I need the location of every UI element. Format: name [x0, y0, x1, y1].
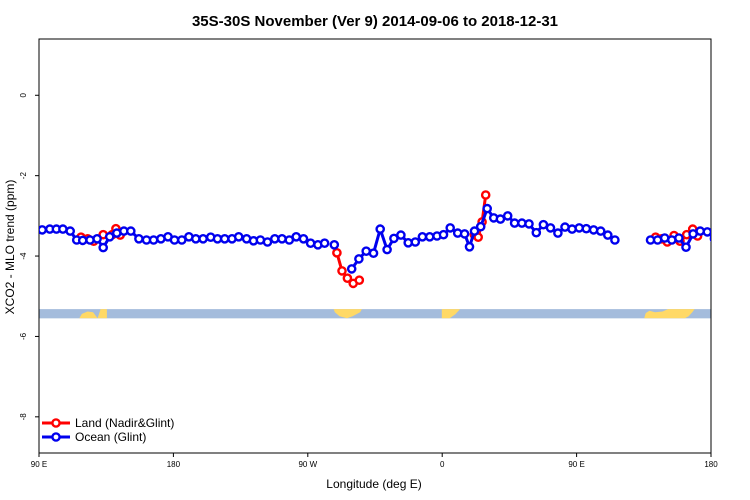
y-tick-label: 0 [19, 92, 28, 97]
data-point [464, 241, 475, 252]
data-point [709, 235, 711, 243]
x-axis-label: Longitude (deg E) [326, 477, 421, 491]
data-point [346, 264, 357, 274]
land-band-segment [97, 309, 107, 319]
data-point [459, 229, 470, 239]
land-band-segment [79, 311, 98, 319]
series-layer [39, 190, 739, 289]
ocean-series [39, 203, 739, 274]
land-ocean-band [39, 309, 711, 319]
legend-entry-label: Land (Nadir&Glint) [75, 416, 174, 430]
data-point [718, 236, 725, 243]
legend-entry-label: Ocean (Glint) [75, 430, 146, 444]
legend-swatch-marker [51, 432, 61, 442]
data-point [502, 211, 513, 221]
land-band-segment [441, 309, 461, 319]
data-point [233, 231, 244, 242]
data-point [480, 190, 491, 200]
data-point [495, 214, 506, 224]
x-tick-label: 0 [440, 460, 445, 469]
data-point [291, 231, 302, 242]
data-point [702, 227, 711, 237]
data-point [329, 239, 340, 250]
data-point [424, 231, 435, 242]
data-point [475, 221, 486, 232]
x-tick-label: 90 E [31, 460, 47, 469]
data-point [337, 266, 347, 276]
legend: Land (Nadir&Glint)Ocean (Glint) [42, 416, 174, 444]
data-point [553, 228, 563, 238]
data-point [445, 223, 456, 233]
data-point [39, 225, 47, 235]
data-point [732, 235, 739, 242]
data-point [58, 224, 68, 234]
y-axis-label: XCO2 - MLO trend (ppm) [3, 180, 17, 315]
y-tick-label: -2 [19, 172, 28, 180]
x-tick-label: 90 E [568, 460, 584, 469]
data-point [298, 233, 309, 244]
data-point [610, 235, 620, 245]
data-point [524, 219, 534, 229]
y-tick-label: -6 [19, 332, 28, 340]
data-point [305, 238, 316, 248]
data-point [545, 223, 556, 233]
data-point [396, 230, 406, 240]
y-tick-label: -8 [19, 413, 28, 421]
data-point [354, 254, 364, 264]
data-point [410, 237, 421, 247]
data-point [368, 248, 379, 258]
data-point [531, 227, 542, 238]
x-axis: 90 E 180 90 W 0 90 E 180 [31, 453, 718, 469]
legend-swatch-marker [51, 418, 61, 428]
data-point [681, 242, 691, 252]
data-point [603, 230, 613, 240]
data-point [354, 275, 365, 286]
data-point [361, 246, 372, 256]
y-axis: 0 -2 -4 -6 -8 [19, 92, 39, 420]
data-point [382, 244, 392, 255]
data-point [332, 247, 342, 258]
data-point [262, 237, 273, 247]
data-point [725, 236, 732, 243]
data-point [595, 226, 606, 236]
data-point [277, 233, 287, 244]
data-point [342, 273, 353, 284]
data-point [65, 226, 75, 236]
data-point [581, 223, 592, 234]
x-tick-label: 180 [167, 460, 181, 469]
land-band-segment [644, 309, 695, 319]
data-point [469, 226, 480, 236]
x-tick-label: 90 W [298, 460, 317, 469]
data-point [148, 235, 159, 245]
y-tick-label: -4 [19, 252, 28, 260]
data-point [438, 229, 449, 240]
data-point [375, 224, 386, 234]
data-point [198, 233, 208, 244]
data-point [92, 233, 102, 244]
data-point [126, 226, 136, 236]
chart-title: 35S-30S November (Ver 9) 2014-09-06 to 2… [192, 13, 558, 30]
data-point [134, 233, 144, 244]
land-band-segment [333, 309, 362, 319]
plot-frame [38, 38, 712, 454]
data-point [674, 233, 684, 243]
data-point [482, 203, 493, 214]
data-point [319, 238, 330, 248]
ocean-band [39, 309, 711, 319]
data-point [98, 242, 108, 253]
x-tick-label: 180 [704, 460, 718, 469]
data-point [104, 231, 115, 242]
